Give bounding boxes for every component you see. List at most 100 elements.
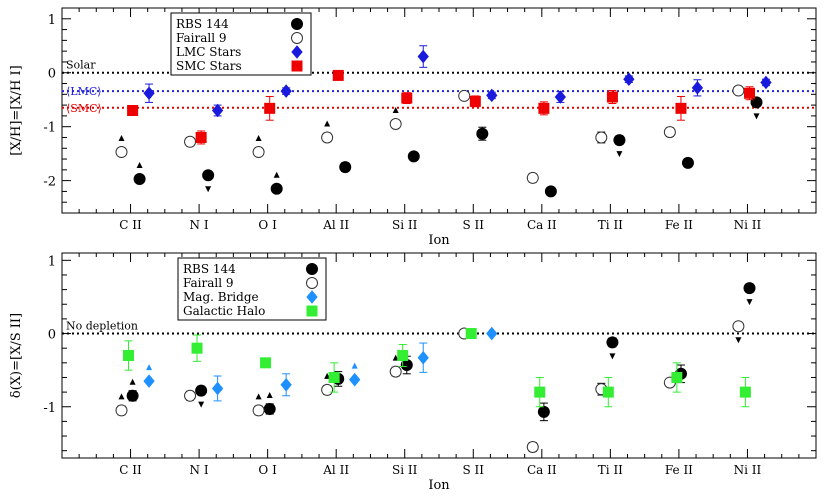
- data-point: [143, 86, 155, 101]
- legend-label: SMC Stars: [176, 59, 242, 73]
- series-fairall-9: [115, 84, 745, 184]
- reference-line-label: ⟨LMC⟩: [66, 85, 102, 98]
- y-tick-label: -1: [43, 401, 56, 416]
- data-point: [675, 102, 687, 114]
- data-point: [328, 371, 340, 383]
- y-axis-label: δ(X)=[X/S II]: [9, 313, 24, 398]
- data-point: [126, 389, 139, 402]
- data-point: [397, 350, 409, 361]
- legend-box: [170, 12, 312, 76]
- data-point: [280, 378, 292, 392]
- x-axis-label: Ion: [428, 478, 450, 493]
- data-point: [191, 342, 203, 354]
- lower-limit-arrow: [324, 120, 331, 127]
- lower-limit-arrow: [266, 391, 273, 398]
- data-point: [681, 156, 694, 169]
- reference-line-label: ⟨SMC⟩: [66, 102, 102, 115]
- lower-limit-arrow: [136, 162, 143, 169]
- data-point: [184, 389, 197, 402]
- data-point: [321, 131, 334, 144]
- upper-limit-arrow: [753, 113, 760, 120]
- data-point: [122, 350, 134, 361]
- x-tick-label: Fe II: [665, 463, 693, 477]
- data-point: [732, 320, 745, 333]
- legend-marker: [306, 305, 318, 317]
- x-tick-label: S II: [463, 463, 485, 477]
- x-tick-label: Al II: [322, 463, 349, 477]
- data-point: [127, 105, 139, 116]
- legend-label: RBS 144: [176, 17, 229, 31]
- data-point: [486, 88, 498, 103]
- x-tick-label: S II: [463, 218, 485, 232]
- legend-box: [177, 257, 327, 321]
- x-tick-label: N I: [190, 218, 209, 232]
- data-point: [280, 84, 292, 98]
- data-point: [417, 350, 429, 365]
- lower-limit-arrow: [351, 362, 358, 369]
- series-rbs-144: [133, 96, 763, 198]
- x-tick-label: Si II: [392, 463, 418, 477]
- data-point: [671, 371, 683, 383]
- data-point: [339, 161, 352, 174]
- legend-marker: [306, 290, 318, 304]
- data-point: [458, 89, 471, 102]
- lower-limit-arrow: [118, 135, 125, 142]
- data-point: [743, 282, 756, 295]
- data-point: [606, 336, 619, 349]
- reference-line-label: Solar: [66, 59, 96, 72]
- data-point: [349, 372, 361, 387]
- data-point: [195, 131, 207, 143]
- data-point: [760, 75, 772, 90]
- x-tick-label: Al II: [322, 218, 349, 232]
- data-point: [270, 182, 283, 195]
- x-tick-label: Ca II: [527, 218, 557, 232]
- reference-line-label: No depletion: [66, 320, 138, 333]
- x-tick-label: O I: [258, 463, 277, 477]
- data-point: [537, 405, 550, 418]
- y-tick-label: 0: [48, 67, 56, 82]
- data-point: [252, 404, 265, 417]
- data-point: [486, 326, 498, 341]
- x-tick-label: O I: [258, 218, 277, 232]
- data-point: [115, 404, 128, 417]
- series-rbs-144: [126, 282, 756, 422]
- legend-label: LMC Stars: [176, 45, 241, 59]
- y-tick-label: -1: [43, 121, 56, 136]
- x-axis-label: Ion: [428, 233, 450, 248]
- x-tick-label: Si II: [392, 218, 418, 232]
- upper-limit-arrow: [198, 401, 205, 408]
- legend-marker: [291, 18, 303, 30]
- legend-label: Galactic Halo: [183, 304, 265, 318]
- lower-limit-arrow: [255, 393, 262, 400]
- series-lmc-stars: [143, 45, 772, 118]
- data-point: [750, 96, 763, 109]
- plot-frame: [61, 252, 817, 459]
- data-point: [534, 386, 546, 398]
- data-point: [691, 81, 704, 95]
- lower-limit-arrow: [273, 171, 280, 178]
- lower-limit-arrow: [146, 364, 153, 371]
- data-point: [469, 95, 481, 107]
- data-point: [332, 69, 344, 81]
- legend-marker: [306, 277, 318, 289]
- data-point: [663, 126, 676, 139]
- data-point: [417, 49, 429, 64]
- legend-label: Mag. Bridge: [183, 290, 259, 304]
- data-point: [260, 357, 272, 369]
- x-tick-label: C II: [119, 463, 142, 477]
- panel-1: -2 -1 0 1 C II N I O I Al II Si II S II Ca II Ti II…: [9, 7, 817, 248]
- upper-limit-arrow: [205, 186, 212, 193]
- legend-marker: [291, 60, 303, 72]
- x-tick-label: Fe II: [665, 218, 693, 232]
- data-point: [744, 87, 756, 99]
- x-tick-label: C II: [119, 218, 142, 232]
- series-galactic-halo: [122, 328, 751, 408]
- data-point: [401, 92, 413, 104]
- data-point: [211, 381, 224, 396]
- y-tick-label: 1: [48, 254, 56, 269]
- data-point: [264, 102, 276, 114]
- y-axis-label: [X/H]=[X/H I]: [9, 65, 24, 155]
- panel-2: -1 0 1 C II N I O I Al II Si II S II Ca II Ti II Fe…: [9, 252, 817, 493]
